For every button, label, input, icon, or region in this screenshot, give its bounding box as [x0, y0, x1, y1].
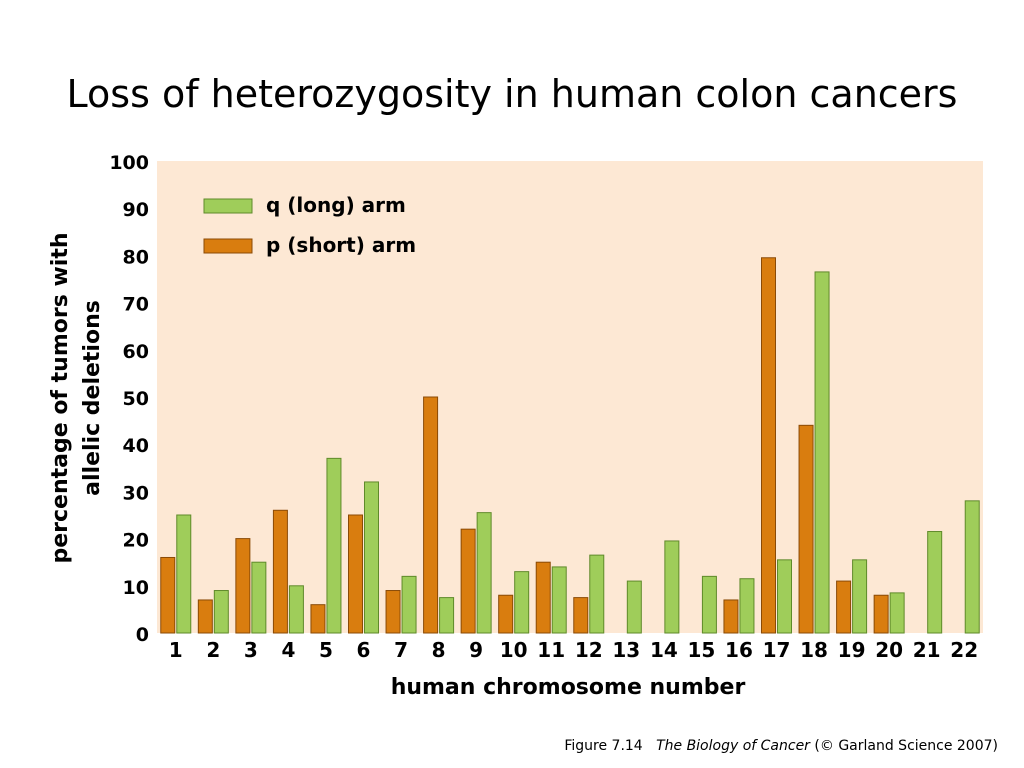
bar-p-arm — [761, 257, 776, 634]
bar-q-arm — [364, 481, 379, 634]
x-axis-ticks: 1 2 3 4 5 6 7 8 9 10 11 12 13 14 15 16 17 18 19 20 21 22 — [169, 638, 978, 662]
bar-q-arm — [439, 597, 455, 634]
bar-q-arm — [589, 554, 605, 634]
bar-q-arm — [551, 566, 567, 634]
bar-q-arm — [476, 512, 492, 634]
y-axis-label-line-1: percentage of tumors with — [48, 232, 73, 563]
bar-q-arm — [251, 561, 267, 634]
x-tick-label: 8 — [432, 638, 446, 662]
x-tick-label: 14 — [650, 638, 678, 662]
x-tick-label: 15 — [687, 638, 715, 662]
bar-q-arm — [814, 271, 830, 634]
caption-figure-number: Figure 7.14 — [564, 738, 643, 754]
y-tick-label: 90 — [123, 199, 149, 221]
bar-q-arm — [626, 580, 642, 634]
x-tick-label: 1 — [169, 638, 183, 662]
y-axis-label-line-2: allelic deletions — [80, 300, 105, 496]
legend-swatch — [203, 198, 253, 214]
legend-swatch — [203, 238, 253, 254]
x-tick-label: 20 — [875, 638, 903, 662]
x-tick-label: 21 — [913, 638, 941, 662]
bar-p-arm — [723, 599, 739, 634]
bar-p-arm — [160, 556, 176, 634]
bar-q-arm — [777, 559, 792, 634]
x-tick-label: 3 — [244, 638, 258, 662]
bar-q-arm — [739, 578, 755, 634]
x-tick-label: 17 — [763, 638, 791, 662]
x-tick-label: 22 — [950, 638, 978, 662]
y-tick-label: 50 — [123, 388, 149, 410]
bar-q-arm — [514, 571, 530, 634]
figure-caption: Figure 7.14 The Biology of Cancer (© Gar… — [564, 738, 998, 754]
x-tick-label: 2 — [206, 638, 220, 662]
bar-q-arm — [927, 531, 943, 634]
caption-credit: (© Garland Science 2007) — [814, 738, 998, 754]
y-axis-ticks: 0 10 20 30 40 50 60 70 80 90 100 — [109, 152, 149, 646]
legend: q (long) arm p (short) arm — [203, 193, 416, 257]
bar-p-arm — [385, 590, 401, 634]
bar-p-arm — [310, 604, 326, 634]
bar-q-arm — [889, 592, 905, 634]
x-tick-label: 11 — [537, 638, 565, 662]
bar-q-arm — [701, 575, 717, 634]
bar-p-arm — [836, 580, 852, 634]
y-tick-label: 40 — [123, 435, 149, 457]
slide-title: Loss of heterozygosity in human colon ca… — [66, 72, 958, 116]
bars-group — [160, 257, 980, 634]
bar-q-arm — [852, 559, 868, 634]
x-tick-label: 4 — [281, 638, 295, 662]
bar-p-arm — [235, 538, 251, 634]
bar-p-arm — [272, 509, 288, 634]
bar-p-arm — [498, 594, 514, 634]
x-tick-label: 13 — [612, 638, 640, 662]
y-tick-label: 80 — [123, 246, 149, 268]
bar-p-arm — [798, 424, 814, 634]
bar-q-arm — [964, 500, 980, 634]
bar-p-arm — [573, 597, 589, 634]
y-tick-label: 20 — [123, 530, 149, 552]
x-tick-label: 10 — [500, 638, 528, 662]
x-axis-label: human chromosome number — [391, 675, 746, 700]
bar-p-arm — [873, 594, 889, 634]
bar-q-arm — [401, 575, 417, 634]
y-tick-label: 10 — [123, 577, 149, 599]
bar-q-arm — [176, 514, 192, 634]
bar-p-arm — [535, 561, 551, 634]
x-tick-label: 12 — [575, 638, 603, 662]
x-tick-label: 6 — [357, 638, 371, 662]
bar-p-arm — [423, 396, 439, 634]
x-tick-label: 19 — [838, 638, 866, 662]
bar-q-arm — [213, 590, 229, 634]
y-tick-label: 60 — [123, 341, 149, 363]
caption-book-title: The Biology of Cancer — [656, 738, 810, 754]
bar-q-arm — [288, 585, 304, 634]
bar-p-arm — [460, 528, 476, 634]
x-tick-label: 9 — [469, 638, 483, 662]
y-tick-label: 0 — [136, 624, 149, 646]
y-tick-label: 30 — [123, 482, 149, 504]
bar-p-arm — [197, 599, 213, 634]
plot-background — [157, 161, 983, 633]
bar-p-arm — [348, 514, 363, 634]
bar-q-arm — [326, 457, 342, 634]
legend-label: p (short) arm — [266, 233, 416, 257]
x-tick-label: 5 — [319, 638, 333, 662]
x-tick-label: 7 — [394, 638, 408, 662]
bar-q-arm — [664, 540, 680, 634]
y-tick-label: 70 — [123, 294, 149, 316]
legend-label: q (long) arm — [266, 193, 406, 217]
x-tick-label: 16 — [725, 638, 753, 662]
x-tick-label: 18 — [800, 638, 828, 662]
y-tick-label: 100 — [109, 152, 149, 174]
